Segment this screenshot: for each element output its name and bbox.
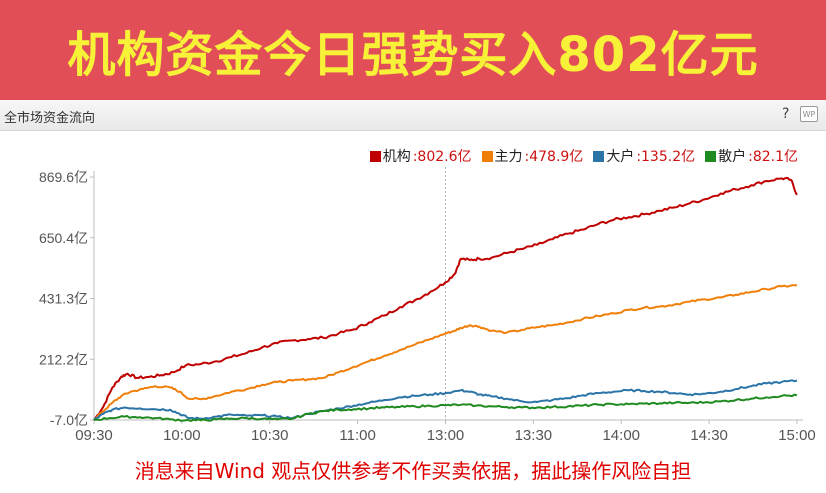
legend-value: :478.9亿 (524, 149, 584, 165)
headline-title: 机构资金今日强势买入802亿元 (67, 27, 759, 83)
disclaimer-text: 消息来自Wind 观点仅供参考不作买卖依据，据此操作风险自担 (134, 459, 692, 483)
legend-value: :82.1亿 (748, 149, 798, 165)
legend-swatch-retail (705, 150, 717, 162)
x-tick-label: 15:00 (778, 427, 816, 444)
y-tick-label: 431.3亿 (39, 291, 88, 307)
headline-banner: 机构资金今日强势买入802亿元 (0, 0, 826, 100)
legend-name: 大户 (606, 149, 635, 165)
series-line-2 (93, 284, 797, 421)
series-line-3 (93, 379, 798, 421)
y-tick-label: 650.4亿 (39, 230, 88, 246)
series-line-1 (93, 176, 798, 421)
legend-value: :135.2亿 (636, 149, 696, 165)
panel-header: 全市场资金流向 ? WP (0, 100, 826, 131)
chart-legend: 机构:802.6亿 主力:478.9亿 大户:135.2亿 散户:82.1亿 (369, 146, 798, 166)
legend-name: 散户 (718, 149, 747, 165)
panel-title: 全市场资金流向 (4, 111, 96, 126)
legend-swatch-institution (369, 150, 381, 162)
legend-swatch-large-holder (593, 150, 605, 162)
legend-value: :802.6亿 (412, 149, 472, 165)
legend-item-large-holder[interactable]: 大户:135.2亿 (593, 146, 695, 166)
legend-item-main-force[interactable]: 主力:478.9亿 (481, 146, 584, 166)
series-line-4 (93, 393, 798, 422)
y-tick-label: 869.6亿 (39, 169, 88, 185)
y-tick-label: 212.2亿 (39, 351, 88, 367)
legend-name: 机构 (382, 149, 411, 165)
x-tick-label: 13:00 (427, 427, 465, 444)
legend-item-retail[interactable]: 散户:82.1亿 (705, 146, 798, 166)
legend-item-institution[interactable]: 机构:802.6亿 (369, 146, 472, 166)
legend-swatch-main-force (481, 150, 493, 162)
help-icon[interactable]: ? (782, 106, 790, 122)
x-tick-label: 14:30 (690, 427, 728, 444)
x-tick-label: 13:30 (515, 427, 553, 444)
x-tick-label: 11:00 (339, 427, 375, 444)
x-tick-label: 09:30 (75, 427, 113, 444)
x-tick-label: 14:00 (602, 427, 640, 444)
legend-name: 主力 (494, 149, 523, 165)
y-tick-label: -7.0亿 (50, 412, 88, 428)
x-tick-label: 10:00 (163, 427, 201, 444)
x-tick-label: 10:30 (251, 427, 289, 444)
wp-export-icon[interactable]: WP (800, 106, 818, 122)
